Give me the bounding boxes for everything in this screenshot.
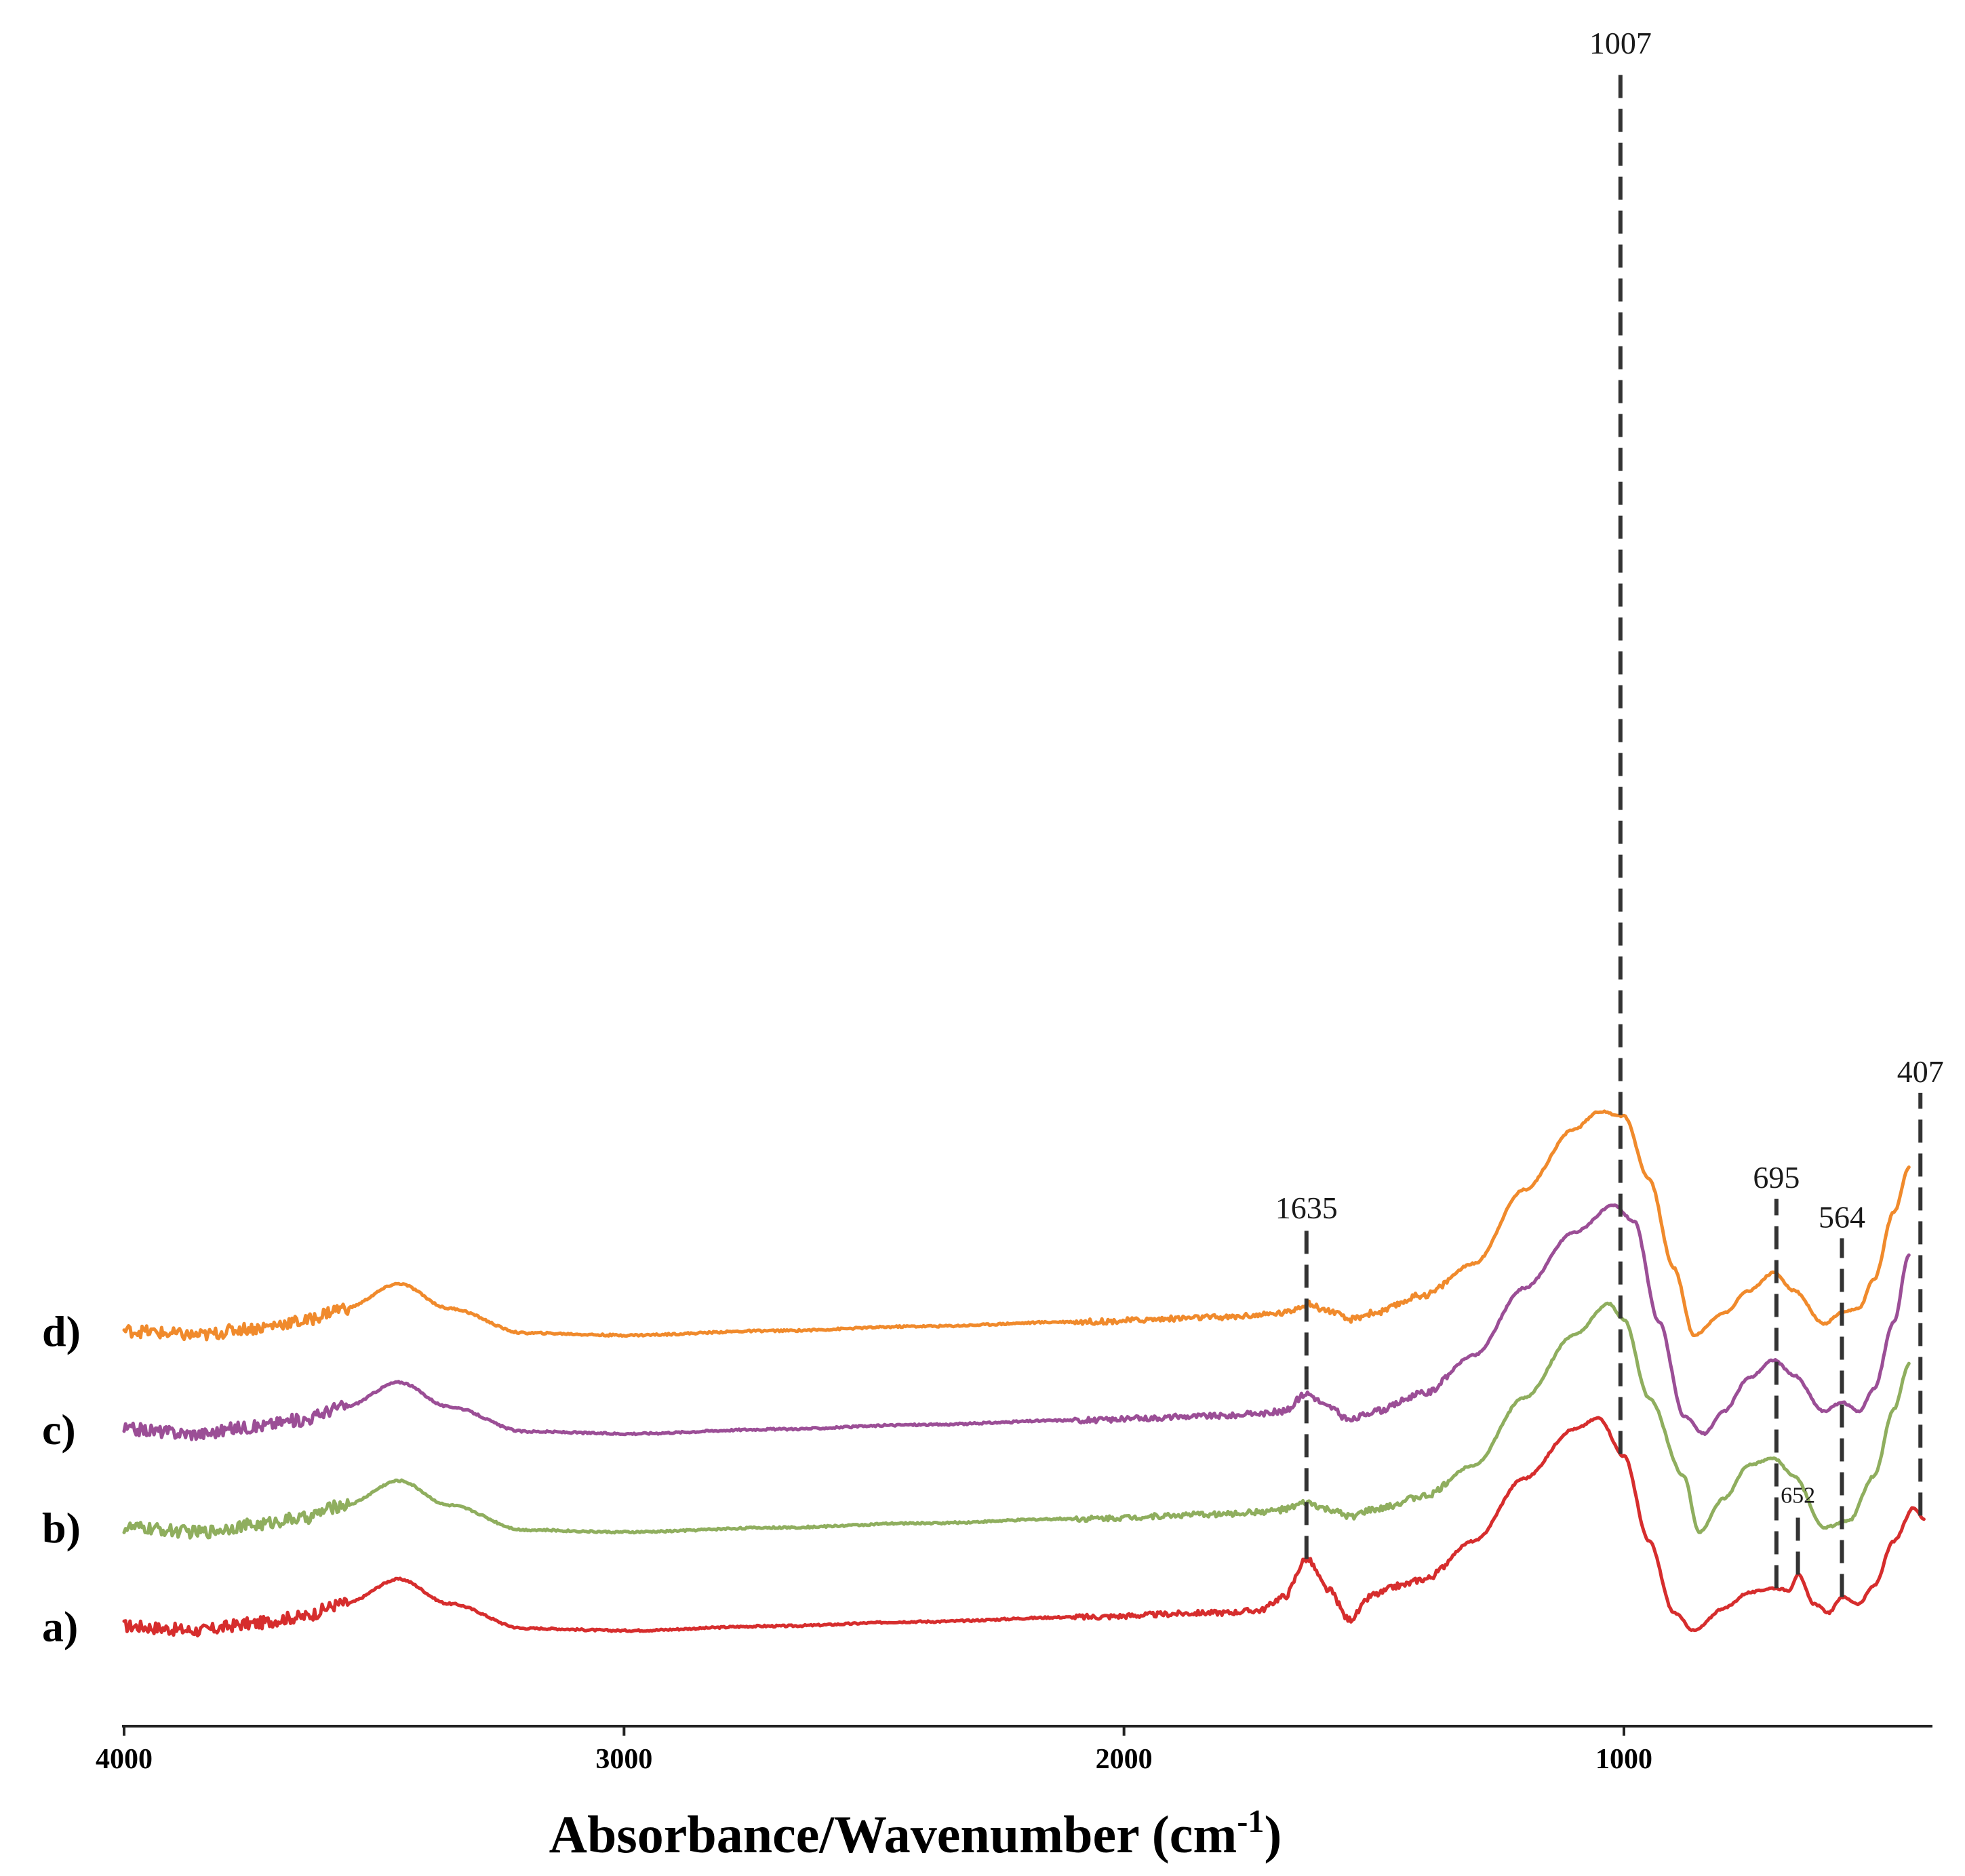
series-label-b: b): [42, 1504, 81, 1552]
peak-label-1007: 1007: [1589, 26, 1652, 60]
peak-label-652: 652: [1781, 1483, 1815, 1509]
peak-markers: 1635 1007 695 652 564 407: [1275, 26, 1944, 1597]
x-axis-title-main: Absorbance/Wavenumber (cm: [549, 1805, 1237, 1864]
series-line-c: [122, 1203, 1911, 1441]
peak-label-407: 407: [1897, 1054, 1944, 1089]
series-line-d: [122, 1109, 1911, 1342]
peak-label-695: 695: [1753, 1160, 1800, 1195]
x-tick-label-1000: 1000: [1595, 1744, 1652, 1775]
series-label-c: c): [42, 1405, 76, 1454]
x-axis-title-close: ): [1264, 1805, 1282, 1864]
series-line-a: [122, 1416, 1926, 1638]
peak-label-1635: 1635: [1275, 1191, 1338, 1225]
x-tick-label-2000: 2000: [1096, 1744, 1153, 1775]
series-label-a: a): [42, 1602, 78, 1650]
peak-label-564: 564: [1819, 1199, 1865, 1234]
x-axis-ticks: 4000 3000 2000 1000: [96, 1726, 1652, 1775]
series-label-d: d): [42, 1307, 81, 1355]
x-axis-title-sup: -1: [1237, 1803, 1264, 1839]
series-line-b: [122, 1301, 1911, 1540]
x-tick-label-3000: 3000: [595, 1744, 652, 1775]
plot-area: 4000 3000 2000 1000 1635 1007 695 652 564 407 a)…: [42, 26, 1944, 1775]
series-labels: a) b) c) d): [42, 1307, 81, 1651]
spectra-series: [122, 1109, 1926, 1638]
x-tick-label-4000: 4000: [96, 1744, 153, 1775]
x-axis-title: Absorbance/Wavenumber (cm-1): [549, 1803, 1282, 1864]
